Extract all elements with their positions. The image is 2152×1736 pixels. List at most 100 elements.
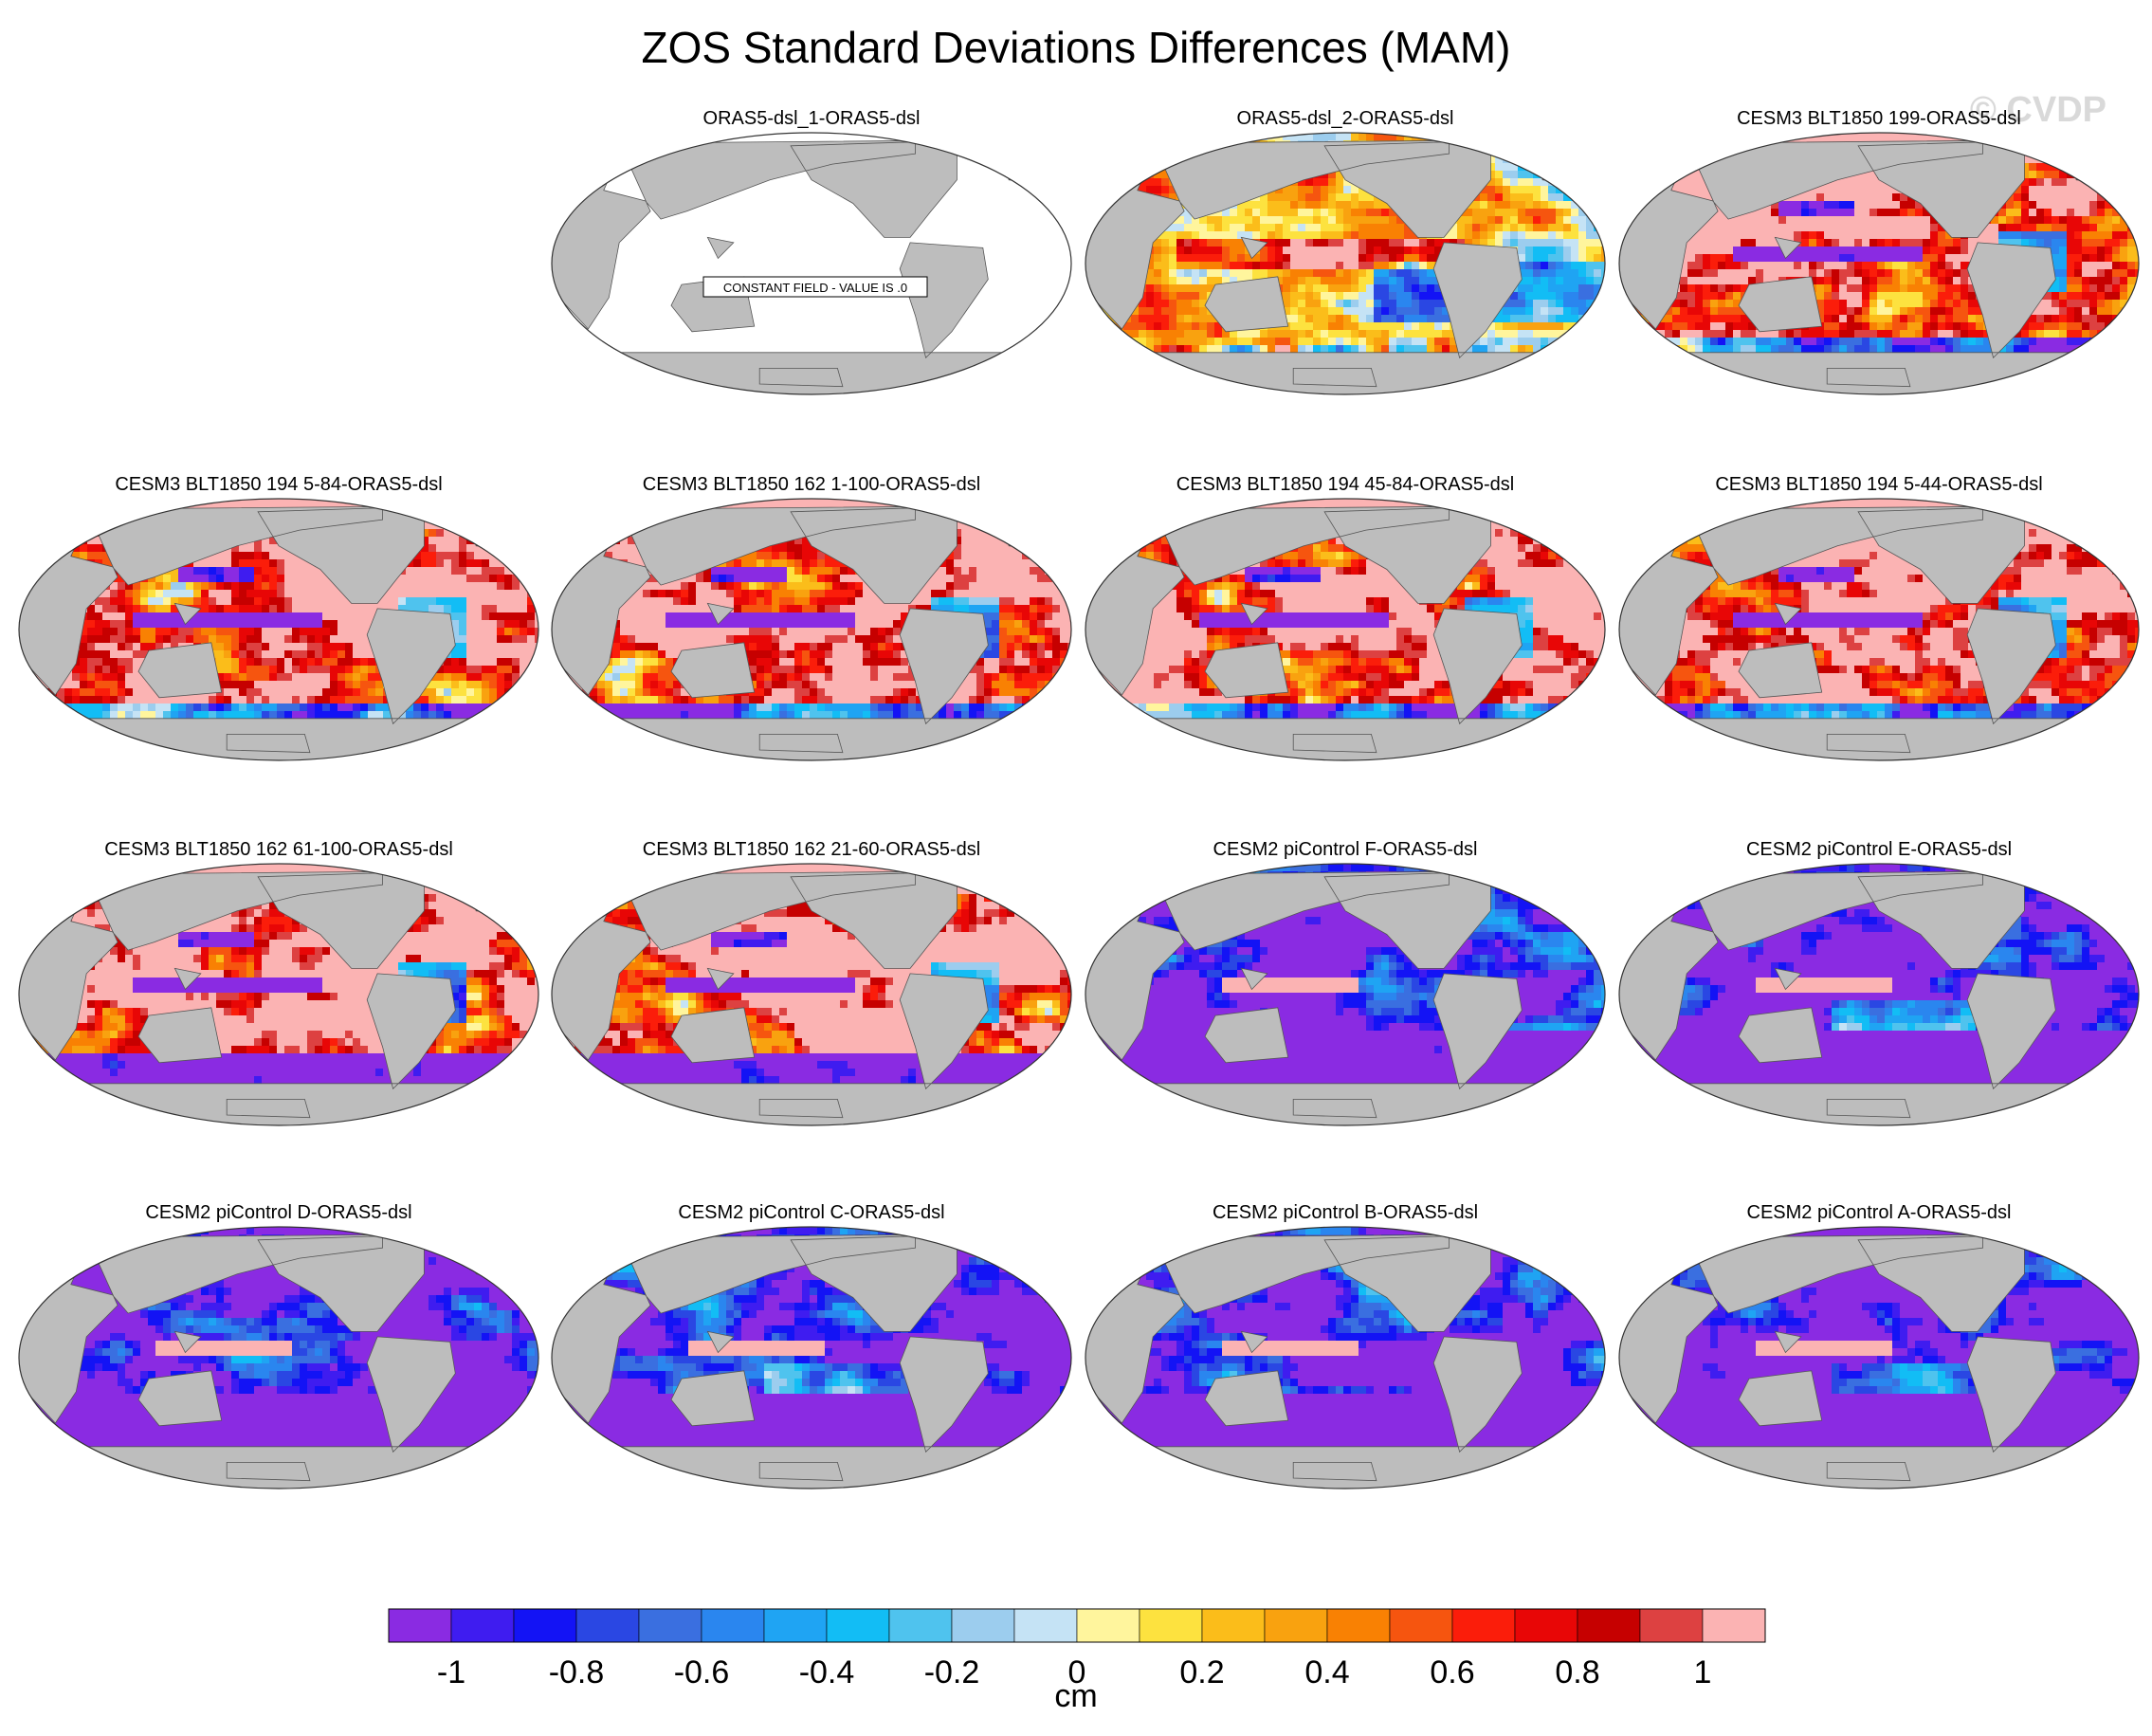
constant-field-label: CONSTANT FIELD - VALUE IS .0 [723,281,907,295]
colorbar-swatch-13 [1139,1608,1203,1643]
colorbar-tick-label: -0.8 [549,1654,605,1690]
colorbar-swatch-9 [888,1608,953,1643]
map-border [551,132,1072,395]
panel-title: CESM3 BLT1850 194 5-44-ORAS5-dsl [1715,474,2042,495]
map-panel-9: CESM3 BLT1850 162 21-60-ORAS5-dsl [551,839,1072,1126]
map-panel-2: ORAS5-dsl_2-ORAS5-dsl [1085,108,1606,395]
map-field [19,499,538,760]
colorbar-swatch-8 [826,1608,890,1643]
colorbar-tick-label: -0.4 [799,1654,855,1690]
colorbar-swatch-5 [638,1608,702,1643]
constant-field-note: CONSTANT FIELD - VALUE IS .0 [702,276,928,298]
map-border [1618,1226,2140,1489]
panel-title: CESM3 BLT1850 194 45-84-ORAS5-dsl [1176,474,1514,495]
colorbar: -1 -0.8 -0.6 -0.4 -0.2 0 0.2 0.4 0.6 0.8 1 [388,1608,1766,1690]
panel-title: CESM2 piControl F-ORAS5-dsl [1213,839,1478,860]
colorbar-swatch-20 [1577,1608,1641,1643]
map-border [1618,132,2140,395]
colorbar-swatch-10 [951,1608,1015,1643]
map-panel-15: CESM2 piControl A-ORAS5-dsl [1618,1202,2140,1489]
colorbar-swatch-1 [388,1608,452,1643]
colorbar-swatch-18 [1451,1608,1516,1643]
colorbar-tick-label: 1 [1694,1654,1712,1690]
colorbar-swatch-21 [1639,1608,1704,1643]
map-field [1619,864,2139,1125]
map-field [1085,499,1605,760]
colorbar-swatch-6 [701,1608,765,1643]
map-field [1619,133,2139,394]
colorbar-swatch-2 [450,1608,515,1643]
panel-title: CESM3 BLT1850 162 1-100-ORAS5-dsl [643,474,980,495]
colorbar-tick-label: 0 [1068,1654,1086,1690]
colorbar-swatch-16 [1326,1608,1391,1643]
panel-title: CESM2 piControl D-ORAS5-dsl [145,1202,411,1223]
map-border [1618,498,2140,761]
map-field [19,1227,538,1489]
map-panel-5: CESM3 BLT1850 162 1-100-ORAS5-dsl [551,474,1072,761]
colorbar-tick-label: -0.6 [674,1654,730,1690]
colorbar-swatch-17 [1389,1608,1453,1643]
map-border [551,1226,1072,1489]
panel-title: ORAS5-dsl_1-ORAS5-dsl [703,108,921,129]
map-panel-12: CESM2 piControl D-ORAS5-dsl [18,1202,539,1489]
colorbar-swatch-19 [1514,1608,1578,1643]
colorbar-swatch-3 [513,1608,577,1643]
map-field [552,499,1071,760]
map-panel-10: CESM2 piControl F-ORAS5-dsl [1085,839,1606,1126]
panel-title: CESM2 piControl B-ORAS5-dsl [1213,1202,1478,1223]
map-field [1085,1227,1605,1489]
colorbar-tick-label: 0.2 [1179,1654,1224,1690]
map-panel-14: CESM2 piControl B-ORAS5-dsl [1085,1202,1606,1489]
figure-title: ZOS Standard Deviations Differences (MAM… [642,23,1511,72]
map-border [1085,1226,1606,1489]
panel-title: CESM3 BLT1850 162 21-60-ORAS5-dsl [643,839,980,860]
map-panel-8: CESM3 BLT1850 162 61-100-ORAS5-dsl [18,839,539,1126]
map-panel-11: CESM2 piControl E-ORAS5-dsl [1618,839,2140,1126]
map-panels: ORAS5-dsl_1-ORAS5-dsl CONSTANT FIELD - VA… [18,108,2140,1489]
continents [1085,1232,1605,1489]
map-border [1085,498,1606,761]
map-panel-1: ORAS5-dsl_1-ORAS5-dsl CONSTANT FIELD - VA… [551,108,1072,395]
map-field [552,133,1071,394]
colorbar-frame [388,1608,1766,1643]
map-border [551,498,1072,761]
colorbar-tick-label: 0.8 [1555,1654,1599,1690]
colorbar-swatch-14 [1201,1608,1266,1643]
map-border [18,498,539,761]
panel-title: CESM3 BLT1850 199-ORAS5-dsl [1737,108,2021,129]
panel-title: CESM3 BLT1850 194 5-84-ORAS5-dsl [115,474,442,495]
map-border [551,863,1072,1126]
colorbar-swatch-11 [1013,1608,1078,1643]
colorbar-tick-label: 0.4 [1304,1654,1349,1690]
colorbar-swatch-22 [1702,1608,1766,1643]
panel-title: CESM2 piControl E-ORAS5-dsl [1746,839,2012,860]
map-panel-4: CESM3 BLT1850 194 5-84-ORAS5-dsl [18,474,539,761]
map-field [19,864,538,1125]
panel-title: CESM2 piControl A-ORAS5-dsl [1747,1202,2012,1223]
map-panel-3: CESM3 BLT1850 199-ORAS5-dsl [1618,108,2140,395]
panel-title: CESM3 BLT1850 162 61-100-ORAS5-dsl [104,839,453,860]
map-border [1085,863,1606,1126]
colorbar-swatch-7 [763,1608,828,1643]
colorbar-swatch-12 [1076,1608,1140,1643]
map-field [1085,864,1605,1125]
map-panel-13: CESM2 piControl C-ORAS5-dsl [551,1202,1072,1489]
map-border [1085,132,1606,395]
colorbar-tick-label: -1 [437,1654,465,1690]
colorbar-swatch-4 [575,1608,640,1643]
colorbar-tick-label: -0.2 [924,1654,980,1690]
map-panel-6: CESM3 BLT1850 194 45-84-ORAS5-dsl [1085,474,1606,761]
map-field [552,1227,1071,1489]
map-border [18,1226,539,1489]
cvdp-watermark: © CVDP [1970,90,2106,130]
map-border [1618,863,2140,1126]
colorbar-tick-label: 0.6 [1430,1654,1474,1690]
map-panel-7: CESM3 BLT1850 194 5-44-ORAS5-dsl [1618,474,2140,761]
map-field [1619,499,2139,760]
map-field [552,864,1071,1125]
colorbar-unit-label: cm [1054,1678,1097,1714]
map-field [1619,1227,2139,1489]
colorbar-swatch-15 [1264,1608,1328,1643]
panel-title: ORAS5-dsl_2-ORAS5-dsl [1237,108,1454,129]
